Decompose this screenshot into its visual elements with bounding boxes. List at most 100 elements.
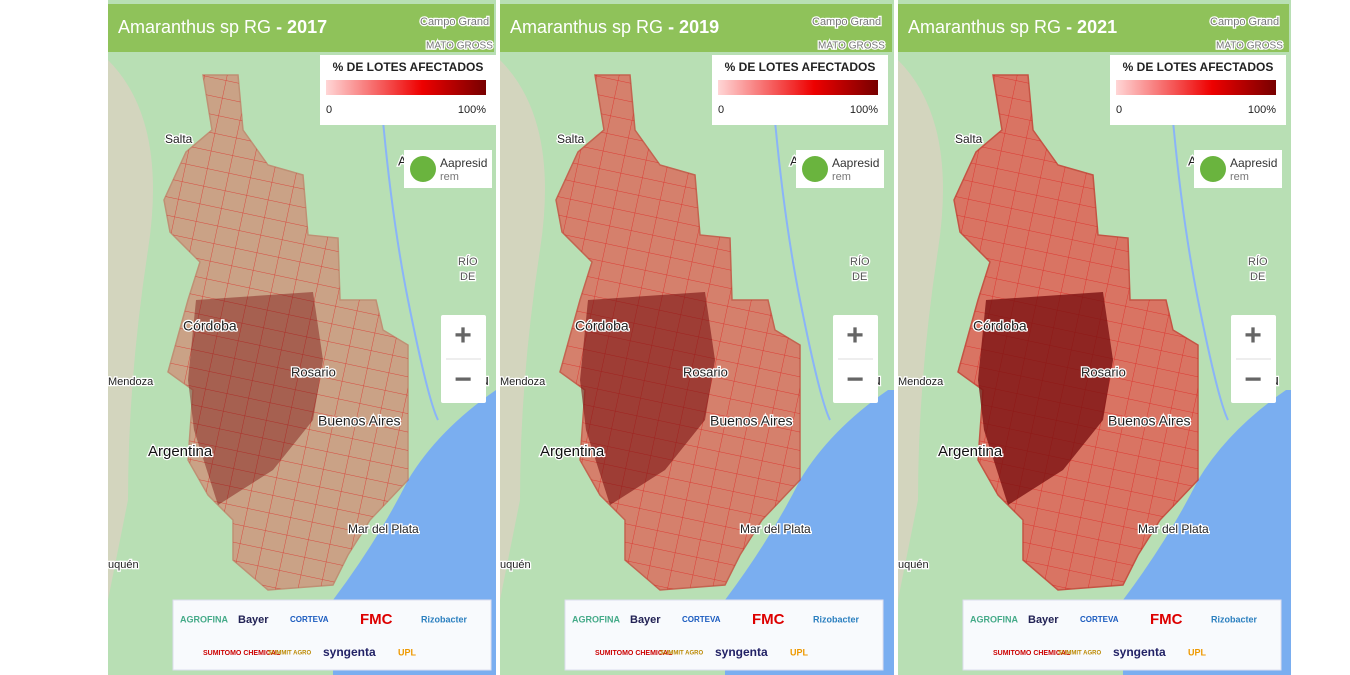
- sponsor-logo: SUMMIT AGRO: [268, 651, 311, 657]
- zoom-button[interactable]: +: [454, 319, 472, 352]
- legend-title: % DE LOTES AFECTADOS: [1123, 60, 1274, 74]
- sponsor-logo: CORTEVA: [682, 615, 721, 624]
- legend-scale: [1116, 80, 1276, 95]
- logo-icon: [802, 156, 828, 182]
- sponsor-logo: UPL: [1188, 647, 1207, 657]
- river: [1167, 59, 1229, 421]
- terrain: [108, 60, 153, 600]
- logo-sub: rem: [440, 171, 459, 183]
- place-label: RÍO: [850, 255, 870, 268]
- header: [898, 4, 1289, 52]
- place-label: Buenos Aires: [318, 413, 401, 429]
- zoom-button[interactable]: +: [846, 319, 864, 352]
- sponsor-band: [172, 599, 492, 671]
- place-label: Salta: [955, 132, 983, 146]
- place-label: Salta: [557, 132, 585, 146]
- river: [377, 59, 439, 421]
- title-text: Amaranthus sp RG: [118, 17, 271, 37]
- place-label: Mar del Plata: [348, 522, 419, 536]
- place-label: Salta: [165, 132, 193, 146]
- header: [500, 4, 892, 52]
- place-label: A: [1188, 153, 1197, 168]
- place-label: Córdoba: [183, 318, 237, 334]
- place-label: MATO GROSS: [1216, 41, 1283, 52]
- place-label: Rosario: [1081, 364, 1126, 379]
- sponsor-logo: FMC: [752, 611, 785, 628]
- place-label: A: [398, 153, 407, 168]
- legend-scale: [718, 80, 878, 95]
- legend-min: 0: [718, 104, 724, 116]
- place-label: uquén: [898, 559, 929, 571]
- sponsor-logo: Bayer: [238, 614, 269, 626]
- place-label: A: [790, 153, 799, 168]
- legend-max: 100%: [458, 104, 486, 116]
- river: [769, 59, 831, 421]
- title-year: - 2021: [1066, 17, 1117, 37]
- map-panel: Amaranthus sp RG - 2017 Campo Grand MATO GR…: [108, 0, 496, 675]
- title-text: Amaranthus sp RG: [510, 17, 663, 37]
- logo-sub: rem: [1230, 171, 1249, 183]
- place-label: DE: [852, 271, 867, 283]
- terrain: [898, 60, 943, 600]
- place-label: Mar del Plata: [740, 522, 811, 536]
- department-lines: [164, 75, 408, 590]
- title-text: Amaranthus sp RG: [908, 17, 1061, 37]
- legend-max: 100%: [850, 104, 878, 116]
- place-label: DE: [460, 271, 475, 283]
- sponsor-logo: AGROFINA: [572, 614, 620, 624]
- sponsor-logo: syngenta: [715, 645, 768, 659]
- affected-core: [580, 292, 715, 505]
- logo-name: Aapresid: [1230, 156, 1277, 170]
- sponsor-logo: Rizobacter: [813, 614, 860, 624]
- place-label: Rosario: [683, 364, 728, 379]
- place-label: Buenos Aires: [1108, 413, 1191, 429]
- sponsor-logo: FMC: [360, 611, 393, 628]
- sponsor-logo: CORTEVA: [290, 615, 329, 624]
- legend-max: 100%: [1248, 104, 1276, 116]
- legend-scale: [326, 80, 486, 95]
- place-label: MATO GROSS: [818, 41, 885, 52]
- sponsor-band: [564, 599, 884, 671]
- zoom-button[interactable]: −: [846, 363, 864, 396]
- sponsor-logo: FMC: [1150, 611, 1183, 628]
- place-label: Rosario: [291, 364, 336, 379]
- zoom-button[interactable]: −: [454, 363, 472, 396]
- logo-name: Aapresid: [832, 156, 879, 170]
- place-label: Argentina: [540, 443, 605, 460]
- place-label: DE: [1250, 271, 1265, 283]
- sponsor-logo: UPL: [790, 647, 809, 657]
- legend-title: % DE LOTES AFECTADOS: [725, 60, 876, 74]
- map-panel: Amaranthus sp RG - 2019 Campo Grand MATO GR…: [500, 0, 894, 675]
- place-label: uquén: [500, 559, 531, 571]
- sponsor-logo: Rizobacter: [421, 614, 468, 624]
- panel-title: Amaranthus sp RG - 2021: [908, 17, 1117, 37]
- header: [108, 4, 494, 52]
- place-label: Campo Grand: [812, 16, 881, 28]
- place-label: Mar del Plata: [1138, 522, 1209, 536]
- sponsor-logo: AGROFINA: [180, 614, 228, 624]
- legend-min: 0: [1116, 104, 1122, 116]
- title-year: - 2019: [668, 17, 719, 37]
- place-label: Mendoza: [108, 376, 154, 388]
- map-panel: Amaranthus sp RG - 2021 Campo Grand MATO GR…: [898, 0, 1291, 675]
- sponsor-logo: UPL: [398, 647, 417, 657]
- place-label: Córdoba: [575, 318, 629, 334]
- affected-core: [978, 292, 1113, 505]
- affected-core: [188, 292, 323, 505]
- sponsor-logo: syngenta: [323, 645, 376, 659]
- zoom-button[interactable]: −: [1244, 363, 1262, 396]
- sponsor-logo: SUMITOMO CHEMICAL: [203, 650, 281, 657]
- place-label: MATO GROSS: [426, 41, 493, 52]
- place-label: Campo Grand: [420, 16, 489, 28]
- sponsor-logo: Rizobacter: [1211, 614, 1258, 624]
- place-label: Mendoza: [500, 376, 546, 388]
- place-label: RÍO: [458, 255, 478, 268]
- place-label: Argentina: [148, 443, 213, 460]
- zoom-button[interactable]: +: [1244, 319, 1262, 352]
- sponsor-logo: Bayer: [1028, 614, 1059, 626]
- sponsor-logo: Bayer: [630, 614, 661, 626]
- place-label: Córdoba: [973, 318, 1027, 334]
- sponsor-band: [962, 599, 1282, 671]
- legend-title: % DE LOTES AFECTADOS: [333, 60, 484, 74]
